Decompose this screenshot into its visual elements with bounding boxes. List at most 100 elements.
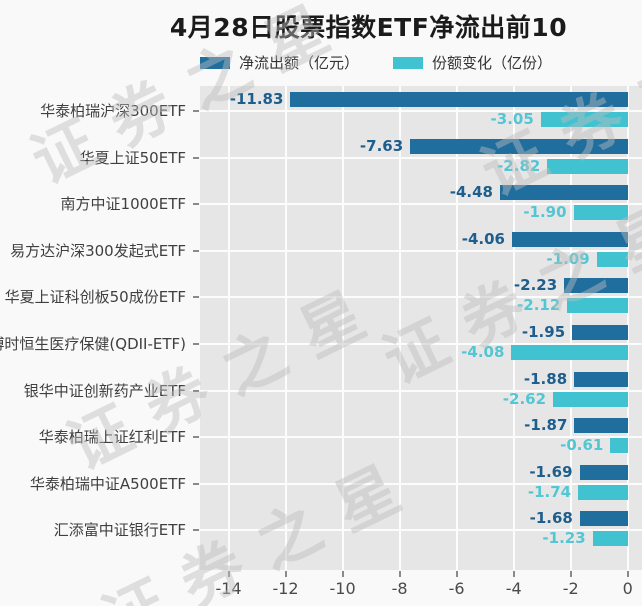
bar-value-label: -3.05: [490, 110, 534, 128]
x-axis-tick-label: -4: [505, 579, 522, 598]
bar-net-outflow: [572, 325, 628, 340]
gridline-vertical: [455, 86, 458, 570]
gridline-horizontal: [200, 203, 642, 206]
x-axis-tick-label: -8: [391, 579, 408, 598]
bar-value-label: -1.95: [521, 323, 566, 341]
bar-value-label: -1.90: [523, 203, 567, 222]
gridline-horizontal: [200, 389, 642, 392]
gridline-vertical: [398, 86, 401, 570]
category-label: 南方中证1000ETF: [60, 195, 186, 214]
x-axis-tick: [569, 571, 572, 577]
bar-value-label: -4.06: [461, 229, 505, 248]
y-axis-tick: [193, 389, 199, 392]
legend-label-share-change: 份额变化（亿份）: [432, 54, 553, 72]
gridline-horizontal: [200, 156, 642, 159]
x-axis-tick-label: -12: [272, 579, 299, 598]
gridline-horizontal: [200, 529, 642, 532]
x-axis-tick: [284, 571, 287, 577]
category-label: 银华中证创新药产业ETF: [23, 381, 186, 400]
chart-title: 4月28日股票指数ETF净流出前10: [169, 13, 568, 42]
gridline-horizontal: [200, 249, 642, 252]
legend-label-net-outflow: 净流出额（亿元）: [239, 54, 360, 72]
y-axis-tick: [193, 296, 199, 299]
category-label: 华夏上证50ETF: [79, 148, 186, 167]
y-axis-tick: [193, 249, 199, 252]
category-label: 博时恒生医疗保健(QDII-ETF): [0, 335, 186, 353]
plot-area: -11.83 -3.05 -7.63 -2.82 -4.48 -1.90 -4.06 -1.0…: [200, 86, 642, 570]
bar-value-label: -1.87: [524, 416, 568, 435]
gridline-horizontal: [200, 436, 642, 439]
bar-share-change: [540, 112, 628, 127]
bar-net-outflow: [579, 464, 628, 480]
y-axis-labels: 华泰柏瑞沪深300ETF 华夏上证50ETF 南方中证1000ETF 易方达沪深300…: [0, 86, 200, 570]
gridline-vertical: [512, 86, 515, 570]
bar-net-outflow: [574, 418, 628, 434]
bar-value-label: -7.63: [359, 136, 404, 155]
bar-share-change: [553, 391, 628, 407]
y-axis-tick: [193, 203, 199, 206]
category-label: 华泰柏瑞沪深300ETF: [40, 102, 186, 120]
bar-net-outflow: [564, 278, 628, 294]
gridline-vertical: [569, 86, 572, 570]
bar-net-outflow: [511, 231, 628, 247]
bar-value-label: -11.83: [229, 90, 284, 108]
legend-swatch-share-change: [393, 56, 424, 69]
gridline-horizontal: [200, 343, 642, 345]
legend-item-share-change: 份额变化（亿份）: [393, 52, 552, 73]
bar-net-outflow: [290, 92, 628, 107]
gridline-vertical: [227, 86, 230, 570]
x-axis-tick: [626, 571, 629, 577]
category-label: 华泰柏瑞中证A500ETF: [29, 474, 186, 493]
y-axis-tick: [193, 529, 199, 532]
bar-share-change: [610, 438, 628, 454]
bar-value-label: -1.68: [529, 509, 573, 528]
bar-value-label: -0.61: [560, 436, 604, 455]
y-axis-tick: [193, 343, 199, 345]
category-label: 汇添富中证银行ETF: [53, 521, 186, 540]
bar-share-change: [547, 158, 628, 174]
legend-swatch-net-outflow: [200, 56, 230, 69]
gridline-vertical: [341, 86, 344, 570]
bar-share-change: [596, 251, 628, 267]
x-axis-tick-label: -6: [448, 579, 465, 598]
legend-item-net-outflow: 净流出额（亿元）: [200, 52, 359, 73]
y-axis-tick: [193, 110, 199, 112]
y-axis-tick: [193, 156, 199, 159]
chart-legend: 净流出额（亿元） 份额变化（亿份）: [200, 52, 552, 73]
bar-value-label: -2.12: [517, 296, 561, 315]
y-axis-tick: [193, 436, 199, 439]
bar-share-change: [578, 484, 628, 500]
bar-value-label: -4.48: [449, 183, 493, 202]
x-axis-tick: [227, 571, 230, 577]
bar-share-change: [511, 345, 628, 360]
x-axis-tick-label: -2: [562, 579, 579, 598]
bar-value-label: -1.74: [527, 482, 572, 501]
bar-share-change: [592, 531, 628, 547]
bar-net-outflow: [574, 371, 628, 387]
x-axis-tick-label: -14: [215, 579, 242, 598]
x-axis: -14 -12 -10 -8 -6 -4 -2 0: [200, 570, 642, 606]
bar-value-label: -1.88: [523, 369, 568, 388]
x-axis-tick: [341, 571, 344, 577]
bar-net-outflow: [500, 185, 628, 201]
bar-share-change: [567, 298, 628, 314]
x-axis-tick: [398, 571, 401, 577]
bar-value-label: -4.08: [461, 343, 505, 361]
x-axis-tick-label: 0: [622, 579, 633, 598]
x-axis-tick: [512, 571, 515, 577]
category-label: 华泰柏瑞上证红利ETF: [38, 428, 186, 447]
bar-value-label: -2.62: [502, 389, 547, 408]
gridline-vertical: [284, 86, 287, 570]
x-axis-tick-label: -10: [329, 579, 356, 598]
bar-net-outflow: [410, 138, 628, 154]
bar-net-outflow: [579, 511, 628, 527]
gridline-horizontal: [200, 110, 642, 112]
category-label: 华夏上证科创板50成份ETF: [4, 288, 186, 307]
category-label: 易方达沪深300发起式ETF: [10, 241, 186, 260]
y-axis-tick: [193, 482, 199, 485]
bar-value-label: -1.69: [529, 462, 573, 481]
bar-value-label: -1.09: [546, 249, 590, 268]
bar-value-label: -1.23: [542, 529, 586, 548]
bar-value-label: -2.82: [497, 156, 541, 175]
